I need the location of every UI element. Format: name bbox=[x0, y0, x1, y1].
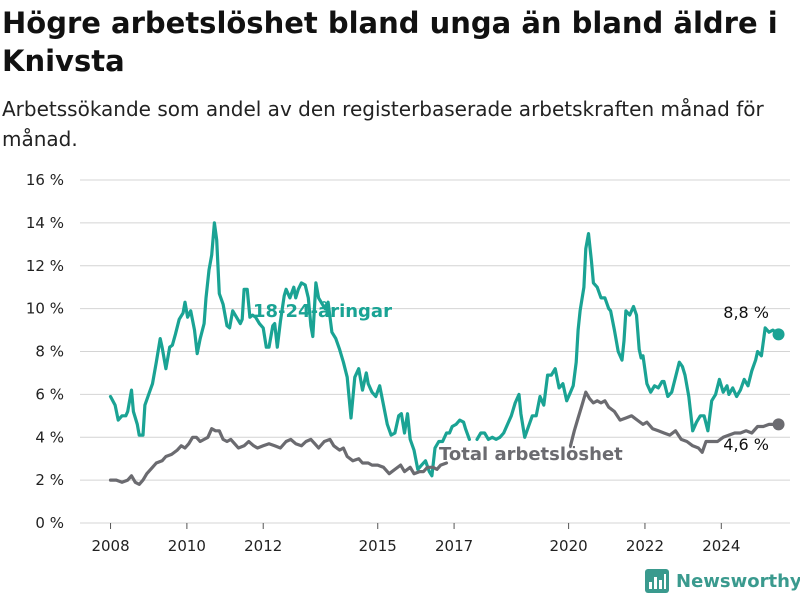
y-tick-label: 0 % bbox=[35, 514, 64, 532]
series-labels: 18-24-åringar Total arbetslöshet 8,8 % 4… bbox=[253, 300, 769, 465]
y-tick-label: 14 % bbox=[26, 214, 64, 232]
x-tick-label: 2020 bbox=[550, 537, 588, 555]
brand-name: Newsworthy bbox=[676, 570, 800, 592]
newsworthy-logo-icon bbox=[645, 569, 669, 593]
series-label-youth: 18-24-åringar bbox=[253, 300, 392, 322]
y-tick-label: 12 % bbox=[26, 257, 64, 275]
chart-title: Högre arbetslöshet bland unga än bland ä… bbox=[2, 6, 778, 78]
x-tick-label: 2022 bbox=[626, 537, 664, 555]
series-line-0-segment-1 bbox=[475, 232, 781, 441]
y-tick-label: 4 % bbox=[35, 428, 64, 446]
y-tick-label: 10 % bbox=[26, 300, 64, 318]
y-tick-label: 8 % bbox=[35, 343, 64, 361]
end-point-1 bbox=[772, 418, 785, 431]
series-lines bbox=[108, 221, 785, 486]
line-chart: 0 % 2 % 4 % 6 % 8 % 10 % 12 % 14 % 16 % 2008 2010 2… bbox=[26, 171, 790, 555]
brand-logo: Newsworthy bbox=[644, 568, 800, 594]
end-value-label-total: 4,6 % bbox=[723, 435, 769, 454]
end-point-0 bbox=[772, 328, 785, 341]
x-tick-label: 2010 bbox=[168, 537, 206, 555]
end-value-label-youth: 8,8 % bbox=[723, 303, 769, 322]
series-line-0-segment-0 bbox=[108, 221, 471, 478]
series-line-1-segment-1 bbox=[568, 390, 781, 454]
y-tick-label: 2 % bbox=[35, 471, 64, 489]
gridlines bbox=[80, 179, 790, 524]
chart-subtitle: Arbetssökande som andel av den registerb… bbox=[2, 97, 764, 151]
x-tick-label: 2017 bbox=[435, 537, 473, 555]
series-label-total: Total arbetslöshet bbox=[439, 444, 623, 465]
y-tick-label: 6 % bbox=[35, 385, 64, 403]
x-tick-label: 2024 bbox=[702, 537, 740, 555]
x-tick-label: 2008 bbox=[91, 537, 129, 555]
x-tick-label: 2015 bbox=[359, 537, 397, 555]
series-line-1-segment-0 bbox=[108, 427, 449, 486]
x-tick-label: 2012 bbox=[244, 537, 282, 555]
y-tick-label: 16 % bbox=[26, 171, 64, 189]
axis-ticks: 0 % 2 % 4 % 6 % 8 % 10 % 12 % 14 % 16 % 2008 2010 2… bbox=[26, 171, 740, 555]
